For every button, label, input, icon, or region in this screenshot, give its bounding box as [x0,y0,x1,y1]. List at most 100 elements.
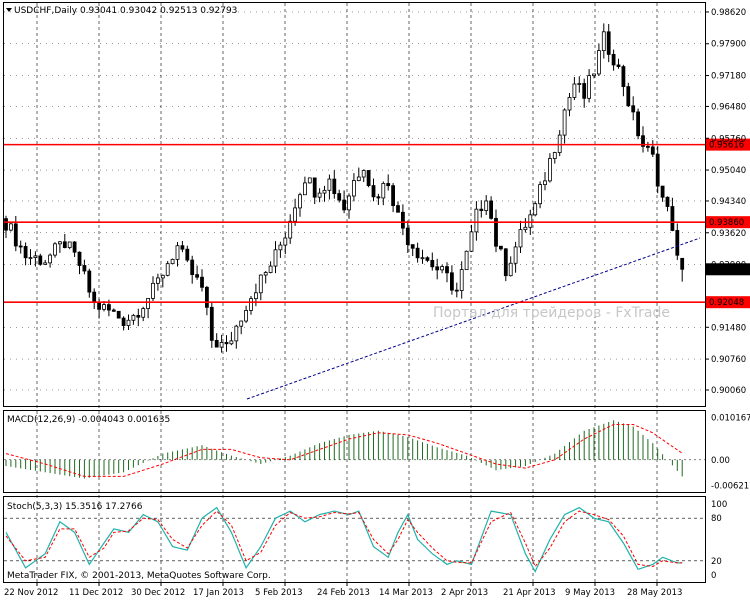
candle-body [8,223,13,231]
candle-body [430,259,435,268]
candle-body [214,339,219,348]
candle-body [18,245,23,248]
time-tick-label: 14 Mar 2013 [379,588,433,598]
candle-body [317,192,322,198]
level-label: 0.95616 [709,141,744,151]
candle-body [533,203,538,216]
candle-body [38,255,43,265]
candle-body [72,241,77,253]
candle-body [204,286,209,308]
candle-body [160,274,165,279]
candle-body [239,320,244,327]
candle-body [567,97,572,111]
candle-body [107,304,111,311]
candle-body [611,54,616,66]
candle-body [670,206,675,231]
horizontal-levels[interactable]: 0.95616 0.93860 0.92048 [4,138,750,309]
price-axis: 0.98620 0.97900 0.97180 0.96480 0.95760 0.950… [705,8,750,396]
candle-body [175,245,180,260]
candle-body [48,254,52,264]
candle-body [229,340,234,345]
candle-body [43,262,48,265]
price-tick-label: 0.95760 [711,134,746,144]
candle-body [371,185,376,198]
time-tick-label: 9 May 2013 [565,588,615,598]
level-label-bg [706,138,750,151]
stoch-main-line [5,506,683,573]
candle-body [356,176,361,181]
candle-body [410,244,415,249]
candle-body [298,194,302,209]
candle-body [361,170,366,178]
candle-body [312,177,317,198]
candle-body [469,231,474,252]
candle-body [665,196,670,207]
candle-body [552,152,557,159]
candle-body [386,183,391,187]
main-pane-frame [3,2,706,407]
candle-body [562,109,567,136]
price-tick-label: 0.98620 [711,8,746,18]
candle-body [449,272,454,291]
candle-body [180,245,185,250]
grid-lines [4,3,705,582]
candle-body [557,134,562,153]
level-label: 0.93860 [709,218,744,228]
candle-body [592,73,596,77]
candle-body [28,257,33,259]
candle-body [258,274,263,294]
candle-body [249,298,253,311]
candle-body [459,269,464,291]
candle-body [209,306,214,341]
candle-body [53,243,57,256]
copyright-text: MetaTrader FIX, © 2001-2013, MetaQuotes … [7,571,271,581]
candle-body [616,64,621,67]
candle-body [518,229,523,248]
candle-body [523,226,528,231]
stoch-tick-label: 0 [711,571,716,581]
candle-body [33,255,38,258]
candle-body [141,308,146,318]
trendline-dashed[interactable] [246,237,701,400]
candle-body [307,177,312,184]
candle-body [92,291,97,303]
candle-body [195,274,200,278]
candle-body [464,250,469,271]
price-tick-label: 0.97180 [711,72,746,82]
time-tick-label: 28 May 2013 [627,588,682,598]
macd-signal-line [5,424,683,477]
macd-pane-title: MACD(12,26,9) -0.004043 0.001635 [7,415,170,425]
price-tick-label: 0.97900 [711,40,746,50]
stoch-signal-line [5,510,683,568]
candle-body [445,266,449,274]
candle-body [391,185,396,206]
price-tick-label: 0.93620 [711,229,746,239]
candle-body [484,200,489,211]
trendline[interactable] [246,237,701,400]
candle-body [23,246,28,259]
candle-body [601,31,606,52]
candle-body [538,184,542,205]
candle-body [224,342,229,345]
candle-body [572,83,577,98]
candle-body [621,66,626,87]
candle-body [116,310,121,319]
price-tick-label: 0.90760 [711,355,746,365]
candle-body [185,248,190,261]
candle-body [151,282,155,299]
price-tick-label: 0.96480 [711,102,746,112]
candle-body [165,263,170,276]
candle-body [435,266,440,271]
candle-body [440,266,445,271]
candle-body [332,178,337,194]
stochastic-indicator: 100 80 20 0 [4,500,727,581]
price-tick-label: 0.94340 [711,197,746,207]
candle-body [283,237,288,246]
candle-body [425,257,430,261]
candle-body [351,180,356,197]
chart-symbol-icon [6,8,12,12]
candle-body [200,276,204,288]
candle-body [528,214,533,228]
candle-body [77,251,82,266]
